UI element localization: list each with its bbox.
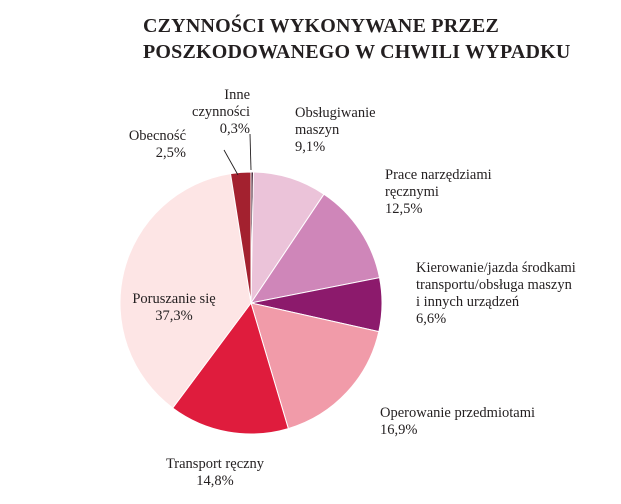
slice-category-label: Kierowanie/jazda środkami <box>416 260 576 276</box>
slice-category-label: Obsługiwanie <box>295 105 376 121</box>
slice-label-5: Transport ręczny 14,8% <box>166 456 265 489</box>
slice-category-label: Poruszanie się <box>132 291 215 307</box>
slice-label-1: Obsługiwanie maszyn 9,1% <box>295 105 376 155</box>
slice-category-label: czynności <box>192 104 250 120</box>
pie-slices <box>119 171 383 435</box>
slice-label-4: Operowanie przedmiotami 16,9% <box>380 405 535 438</box>
slice-category-label: maszyn <box>295 122 340 138</box>
slice-category-label: Prace narzędziami <box>385 167 492 183</box>
slice-value-label: 14,8% <box>196 473 233 489</box>
pie-slice-5 <box>171 301 289 435</box>
pie-slice-4 <box>250 302 380 430</box>
leader-line-7 <box>223 149 239 176</box>
slice-label-3: Kierowanie/jazda środkami transportu/obsł… <box>416 260 576 327</box>
slice-category-label: Inne <box>224 87 250 103</box>
slice-category-label: i innych urządzeń <box>416 294 520 310</box>
slice-label-0: Inne czynności 0,3% <box>192 87 250 137</box>
slice-category-label: transportu/obsługa maszyn <box>416 277 573 293</box>
chart-title-line-2: POSZKODOWANEGO W CHWILI WYPADKU <box>143 41 571 63</box>
slice-labels: Inne czynności 0,3%Obsługiwanie maszyn 9,1%P… <box>129 87 576 489</box>
slice-label-6: Poruszanie się 37,3% <box>132 291 215 324</box>
slice-value-label: 9,1% <box>295 139 325 155</box>
slice-category-label: Obecność <box>129 128 186 144</box>
slice-value-label: 6,6% <box>416 311 446 327</box>
leader-line-0 <box>249 133 252 171</box>
pie-slice-7 <box>229 171 252 304</box>
slice-value-label: 37,3% <box>155 308 192 324</box>
slice-label-7: Obecność 2,5% <box>129 128 186 161</box>
slice-category-label: Operowanie przedmiotami <box>380 405 535 421</box>
pie-slice-2 <box>249 193 381 304</box>
slice-value-label: 16,9% <box>380 422 417 438</box>
pie-slice-6 <box>119 173 252 409</box>
slice-value-label: 2,5% <box>156 145 186 161</box>
leader-lines <box>223 133 252 176</box>
slice-value-label: 12,5% <box>385 201 422 217</box>
slice-value-label: 0,3% <box>220 121 250 137</box>
chart-title-line-1: CZYNNOŚCI WYKONYWANE PRZEZ <box>143 13 499 37</box>
slice-category-label: ręcznymi <box>385 184 439 200</box>
slice-category-label: Transport ręczny <box>166 456 265 472</box>
slice-label-2: Prace narzędziami ręcznymi 12,5% <box>385 167 492 217</box>
